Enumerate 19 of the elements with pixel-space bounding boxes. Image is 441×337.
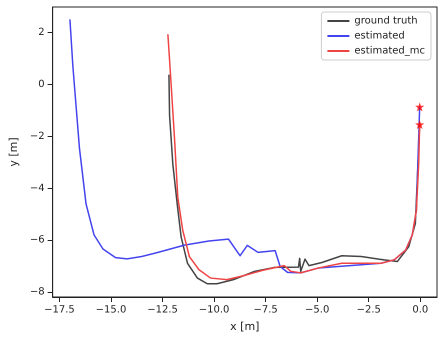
y-tick-label: −8: [30, 286, 45, 298]
legend-label: estimated_mc: [354, 46, 426, 56]
legend-label: estimated: [354, 30, 405, 42]
x-axis-title: x [m]: [230, 320, 260, 333]
x-tick-label: −7.5: [254, 304, 278, 316]
y-tick-label: −2: [30, 130, 45, 142]
legend-label: ground truth: [354, 16, 418, 26]
x-tick-label: −17.5: [44, 304, 75, 316]
x-tick-label: −5.0: [305, 304, 330, 316]
y-axis-title: y [m]: [7, 137, 20, 167]
x-tick-label: −12.5: [147, 304, 178, 316]
y-tick-label: −4: [30, 182, 45, 194]
x-tick-label: 0.0: [412, 304, 428, 316]
x-tick-label: −10.0: [198, 304, 230, 316]
x-tick-label: −15.0: [96, 304, 126, 316]
y-tick-label: 2: [38, 27, 45, 38]
y-tick-label: 0: [38, 79, 45, 90]
x-tick-label: −2.5: [356, 304, 381, 316]
y-tick-label: −6: [30, 234, 45, 246]
